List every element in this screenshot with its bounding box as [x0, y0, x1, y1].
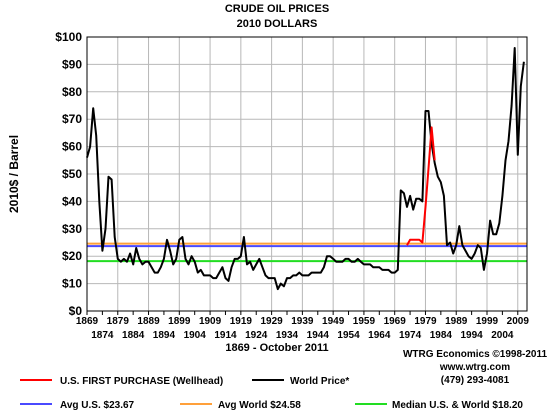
- legend-label-world-price: World Price*: [290, 376, 349, 387]
- x-axis-label: 1869 - October 2011: [225, 342, 328, 354]
- x-tick-label-1904: 1904: [184, 330, 207, 341]
- x-tick-label-2009: 2009: [507, 316, 530, 327]
- x-tick-label-1959: 1959: [353, 316, 376, 327]
- y-tick-labels: $0 $10 $20 $30 $40 $50 $60 $70 $80 $90 $100: [55, 30, 82, 318]
- x-tick-labels: 1869 1879 1889 1899 1909 1919 1929 1939 1949 1959…: [76, 316, 529, 341]
- legend-label-avg-world: Avg World $24.58: [218, 400, 301, 411]
- x-tick-label-1929: 1929: [260, 316, 283, 327]
- x-tick-label-1969: 1969: [384, 316, 407, 327]
- x-tick-label-1914: 1914: [214, 330, 237, 341]
- y-tick-label-2: $20: [62, 249, 82, 263]
- x-tick-label-1979: 1979: [414, 316, 437, 327]
- x-tick-label-1944: 1944: [307, 330, 330, 341]
- reference-lines: [87, 242, 527, 263]
- x-tick-label-1939: 1939: [291, 316, 314, 327]
- y-tick-label-1: $10: [62, 277, 82, 291]
- chart-subtitle: 2010 DOLLARS: [237, 18, 318, 30]
- x-tick-label-1954: 1954: [337, 330, 360, 341]
- plot-frame: [86, 36, 528, 312]
- legend: U.S. FIRST PURCHASE (Wellhead) World Pri…: [20, 376, 523, 411]
- y-tick-label-3: $30: [62, 222, 82, 236]
- x-tick-label-1899: 1899: [168, 316, 191, 327]
- y-tick-label-5: $50: [62, 167, 82, 181]
- x-tick-label-1974: 1974: [399, 330, 422, 341]
- x-tick-label-1994: 1994: [460, 330, 483, 341]
- x-tick-label-1949: 1949: [322, 316, 345, 327]
- series-lines: [86, 47, 525, 291]
- x-tick-label-1919: 1919: [230, 316, 253, 327]
- x-tick-label-1909: 1909: [199, 316, 222, 327]
- x-tick-label-1934: 1934: [276, 330, 299, 341]
- y-tick-label-4: $40: [62, 194, 82, 208]
- credit-phone: (479) 293-4081: [441, 375, 510, 386]
- x-tick-label-1964: 1964: [368, 330, 391, 341]
- x-tick-label-1884: 1884: [122, 330, 145, 341]
- legend-label-avg-us: Avg U.S. $23.67: [60, 400, 135, 411]
- series-line-world-price: [86, 47, 525, 291]
- y-tick-label-7: $70: [62, 112, 82, 126]
- x-tick-label-1894: 1894: [153, 330, 176, 341]
- grid: [86, 36, 527, 315]
- legend-label-median: Median U.S. & World $18.20: [392, 400, 523, 411]
- x-tick-label-1869: 1869: [76, 316, 99, 327]
- legend-label-us-first-purchase: U.S. FIRST PURCHASE (Wellhead): [60, 376, 223, 387]
- y-tick-label-10: $100: [55, 30, 82, 44]
- y-tick-label-6: $60: [62, 140, 82, 154]
- y-tick-label-9: $90: [62, 57, 82, 71]
- credit-website: www.wtrg.com: [439, 362, 510, 373]
- x-tick-label-1989: 1989: [445, 316, 468, 327]
- x-tick-label-2004: 2004: [491, 330, 514, 341]
- x-tick-label-1879: 1879: [107, 316, 130, 327]
- y-axis-label: 2010$ / Barrel: [7, 135, 21, 213]
- x-tick-label-1874: 1874: [91, 330, 114, 341]
- y-tick-label-8: $80: [62, 85, 82, 99]
- series-line-u-s-first-purchase-wellhead: [406, 126, 436, 246]
- x-tick-label-1999: 1999: [476, 316, 499, 327]
- x-tick-label-1924: 1924: [245, 330, 268, 341]
- y-tick-label-0: $0: [69, 304, 83, 318]
- credit-company: WTRG Economics ©1998-2011: [403, 349, 548, 360]
- chart-title: CRUDE OIL PRICES: [225, 3, 329, 15]
- x-tick-label-1984: 1984: [430, 330, 453, 341]
- x-tick-label-1889: 1889: [137, 316, 160, 327]
